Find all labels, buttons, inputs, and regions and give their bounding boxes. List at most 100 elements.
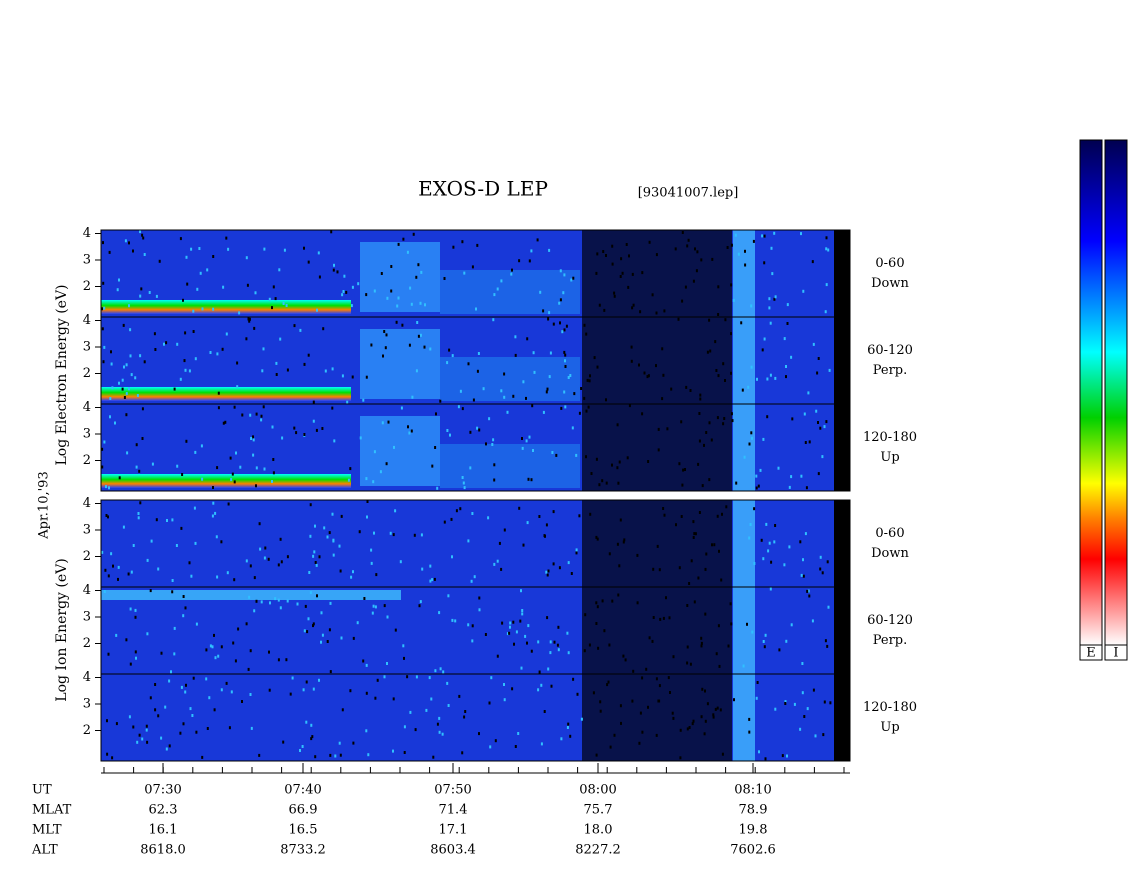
speckle <box>340 514 343 518</box>
speckle <box>190 247 193 251</box>
speckle <box>277 658 280 662</box>
speckle <box>130 373 133 377</box>
speckle <box>293 324 296 328</box>
speckle <box>182 722 185 726</box>
speckle <box>488 417 491 421</box>
speckle <box>648 636 651 640</box>
speckle <box>103 440 106 444</box>
low-energy-band <box>101 300 351 314</box>
speckle <box>549 351 552 355</box>
speckle <box>467 539 470 543</box>
speckle <box>786 322 789 325</box>
speckle <box>339 753 342 757</box>
speckle <box>559 321 561 325</box>
speckle <box>314 561 317 564</box>
speckle <box>684 285 687 289</box>
speckle <box>641 676 644 680</box>
speckle <box>101 447 104 451</box>
ion-band <box>101 590 401 600</box>
speckle <box>452 245 455 249</box>
speckle <box>790 355 793 359</box>
speckle <box>800 474 803 478</box>
y-tick-label: 4 <box>83 496 91 511</box>
speckle <box>157 567 160 571</box>
speckle <box>188 561 191 565</box>
speckle <box>212 501 215 505</box>
speckle <box>611 244 614 248</box>
speckle <box>320 640 322 644</box>
speckle <box>788 545 791 549</box>
colorbar-label-box <box>1104 644 1128 661</box>
speckle <box>268 650 270 654</box>
row-value: 08:10 <box>734 783 771 798</box>
speckle <box>429 579 432 583</box>
speckle <box>503 698 506 702</box>
speckle <box>622 540 625 544</box>
speckle <box>315 563 318 567</box>
speckle <box>716 514 719 518</box>
speckle <box>477 352 480 355</box>
speckle <box>362 398 365 402</box>
speckle <box>636 601 639 605</box>
speckle <box>730 412 733 416</box>
speckle <box>309 534 312 538</box>
speckle <box>515 630 518 634</box>
speckle <box>791 417 794 421</box>
speckle <box>182 298 184 302</box>
speckle <box>527 624 530 628</box>
speckle <box>643 371 646 375</box>
dark-region <box>582 230 732 317</box>
speckle <box>282 302 285 305</box>
speckle <box>324 369 327 373</box>
y-tick-label: 4 <box>83 670 91 685</box>
speckle <box>631 699 634 703</box>
speckle <box>271 480 273 483</box>
speckle <box>494 739 497 743</box>
speckle <box>234 659 237 663</box>
speckle <box>245 256 248 260</box>
speckle <box>176 342 179 346</box>
speckle <box>173 626 176 630</box>
panel-angle: 60-120 <box>867 343 913 358</box>
speckle <box>212 486 214 489</box>
speckle <box>799 727 802 731</box>
speckle <box>522 380 525 384</box>
speckle <box>519 619 522 623</box>
speckle <box>305 680 308 684</box>
speckle <box>704 719 707 723</box>
speckle <box>182 614 185 618</box>
speckle <box>320 611 323 615</box>
speckle <box>138 469 141 473</box>
speckle <box>564 359 566 363</box>
speckle <box>625 243 628 246</box>
speckle <box>768 541 771 545</box>
speckle <box>597 646 600 650</box>
speckle <box>542 410 545 414</box>
speckle <box>613 733 616 737</box>
row-value: 8618.0 <box>140 843 186 858</box>
speckle <box>139 230 141 234</box>
speckle <box>732 298 735 302</box>
speckle <box>585 332 588 336</box>
speckle <box>808 440 811 444</box>
speckle <box>264 546 267 550</box>
speckle <box>312 687 315 691</box>
ion-axis-label: Log Ion Energy (eV) <box>54 558 70 701</box>
speckle <box>802 574 805 578</box>
row-value: 8733.2 <box>280 843 326 858</box>
speckle <box>254 291 257 295</box>
speckle <box>312 622 315 626</box>
speckle <box>245 622 248 626</box>
speckle <box>471 512 474 515</box>
speckle <box>469 430 472 434</box>
speckle <box>518 506 521 510</box>
speckle <box>611 463 613 467</box>
row-value: 8227.2 <box>575 843 621 858</box>
speckle <box>392 533 395 537</box>
speckle <box>385 333 388 337</box>
speckle <box>611 262 614 266</box>
speckle <box>230 478 233 482</box>
speckle <box>503 683 505 686</box>
speckle <box>429 564 432 568</box>
speckle <box>329 670 332 674</box>
